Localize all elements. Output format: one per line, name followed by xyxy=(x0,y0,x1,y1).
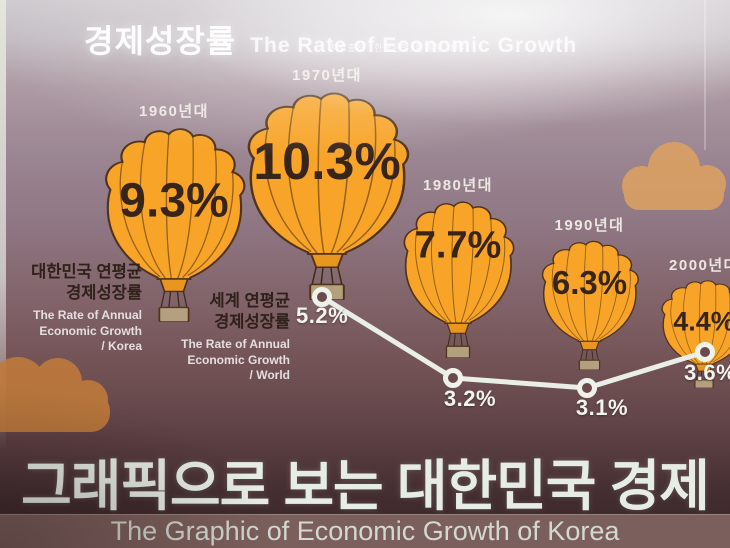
page-title-korean: 경제성장률 xyxy=(84,23,237,59)
korea-label-korean-line1: 대한민국 연평균 xyxy=(31,263,142,281)
footer-band: The Graphic of Economic Growth of Korea xyxy=(0,514,730,548)
growth-value: 7.7% xyxy=(414,224,502,267)
decade-label: 1970년대 xyxy=(292,67,362,84)
decade-label: 1960년대 xyxy=(139,103,209,120)
decade-label: 2000년대 xyxy=(669,257,730,274)
data-point-marker xyxy=(443,368,463,388)
footer-title-english: The Graphic of Economic Growth of Korea xyxy=(110,516,620,546)
korea-series-label: 대한민국 연평균 경제성장률 The Rate of Annual Econom… xyxy=(8,262,142,355)
growth-value: 6.3% xyxy=(551,263,628,301)
korea-label-korean-line2: 경제성장률 xyxy=(66,284,142,303)
world-label-korean-line1: 세계 연평균 xyxy=(209,292,290,310)
hot-air-balloon-icon xyxy=(403,201,515,358)
world-label-english-line3: / World xyxy=(249,368,290,383)
data-source-note: 자료출처 : 한국은행, 통계청, IMF xyxy=(330,43,465,53)
balloon-1990s: 1990년대 6.3% xyxy=(530,217,649,370)
growth-value: 4.4% xyxy=(673,306,730,337)
world-point-value: 3.6% xyxy=(684,360,730,385)
world-point-value: 3.2% xyxy=(443,386,497,411)
growth-value: 10.3% xyxy=(253,133,401,192)
korea-label-english-line2: Economic Growth xyxy=(39,323,142,338)
header: 경제성장률 The Rate of Economic Growth xyxy=(84,16,577,62)
cloud-icon xyxy=(0,352,125,438)
world-label-english-line2: Economic Growth xyxy=(187,352,290,367)
world-point-value: 5.2% xyxy=(296,303,349,328)
cloud-icon xyxy=(612,138,730,216)
wall-seam xyxy=(704,0,706,150)
hot-air-balloon-icon xyxy=(541,240,639,370)
footer-title-korean: 그래픽으로 보는 대한민국 경제 xyxy=(21,455,710,517)
world-label-korean-line2: 경제성장률 xyxy=(214,313,290,332)
data-point-marker xyxy=(577,378,597,398)
decade-label: 1990년대 xyxy=(554,217,625,234)
world-label-english-line1: The Rate of Annual xyxy=(181,337,290,352)
korea-label-english-line1: The Rate of Annual xyxy=(33,308,142,323)
world-series-label: 세계 연평균 경제성장률 The Rate of Annual Economic… xyxy=(176,291,290,384)
world-point-value: 3.1% xyxy=(575,395,629,420)
balloon-1980s: 1980년대 7.7% xyxy=(390,177,526,358)
korea-label-english-line3: / Korea xyxy=(101,339,142,354)
decade-label: 1980년대 xyxy=(423,177,493,194)
